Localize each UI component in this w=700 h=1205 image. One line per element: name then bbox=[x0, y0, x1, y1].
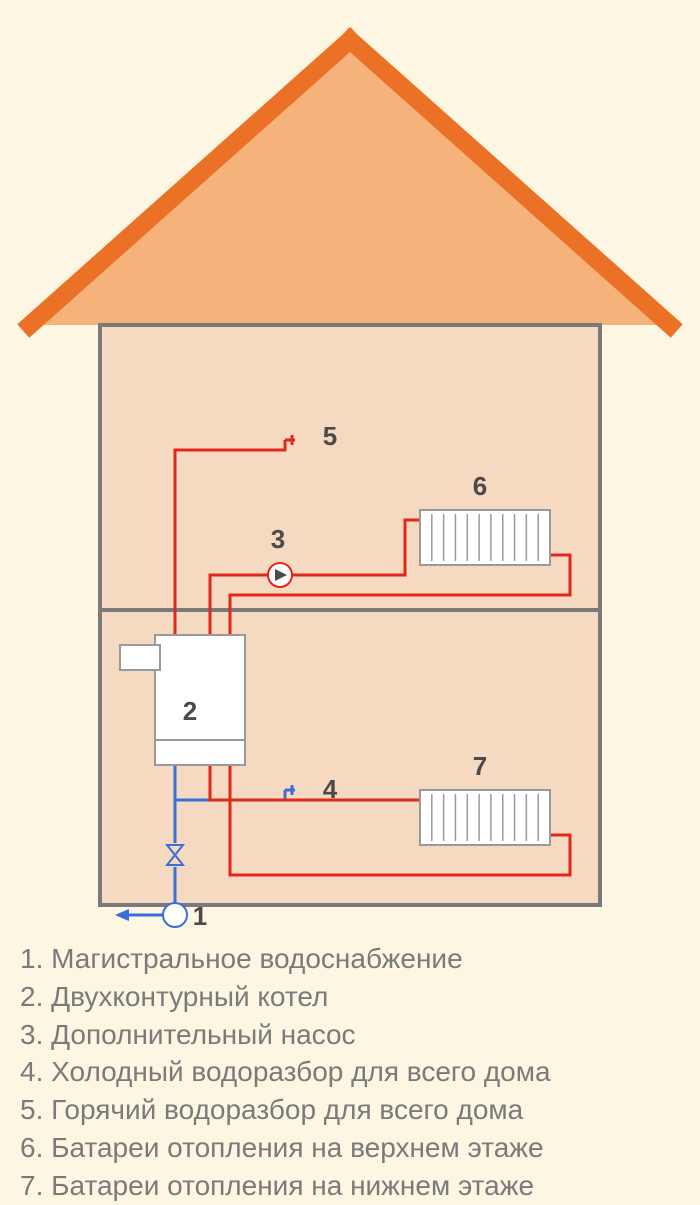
legend-item: 1. Магистральное водоснабжение bbox=[20, 940, 551, 978]
diagram-canvas: 1 2 3 4 5 6 7 1. Магистральное водоснабжение 2… bbox=[0, 0, 700, 1200]
legend: 1. Магистральное водоснабжение 2. Двухко… bbox=[20, 940, 551, 1205]
legend-item: 4. Холодный водоразбор для всего дома bbox=[20, 1053, 551, 1091]
svg-text:1: 1 bbox=[193, 901, 207, 931]
svg-text:5: 5 bbox=[323, 421, 337, 451]
svg-text:3: 3 bbox=[271, 524, 285, 554]
legend-item: 5. Горячий водоразбор для всего дома bbox=[20, 1091, 551, 1129]
legend-item: 2. Двухконтурный котел bbox=[20, 978, 551, 1016]
svg-text:4: 4 bbox=[323, 774, 338, 804]
svg-text:2: 2 bbox=[183, 696, 197, 726]
house-diagram: 1 2 3 4 5 6 7 bbox=[0, 0, 700, 940]
legend-item: 3. Дополнительный насос bbox=[20, 1016, 551, 1054]
svg-text:6: 6 bbox=[473, 471, 487, 501]
legend-item: 7. Батареи отопления на нижнем этаже bbox=[20, 1167, 551, 1205]
svg-text:7: 7 bbox=[473, 751, 487, 781]
legend-item: 6. Батареи отопления на верхнем этаже bbox=[20, 1129, 551, 1167]
